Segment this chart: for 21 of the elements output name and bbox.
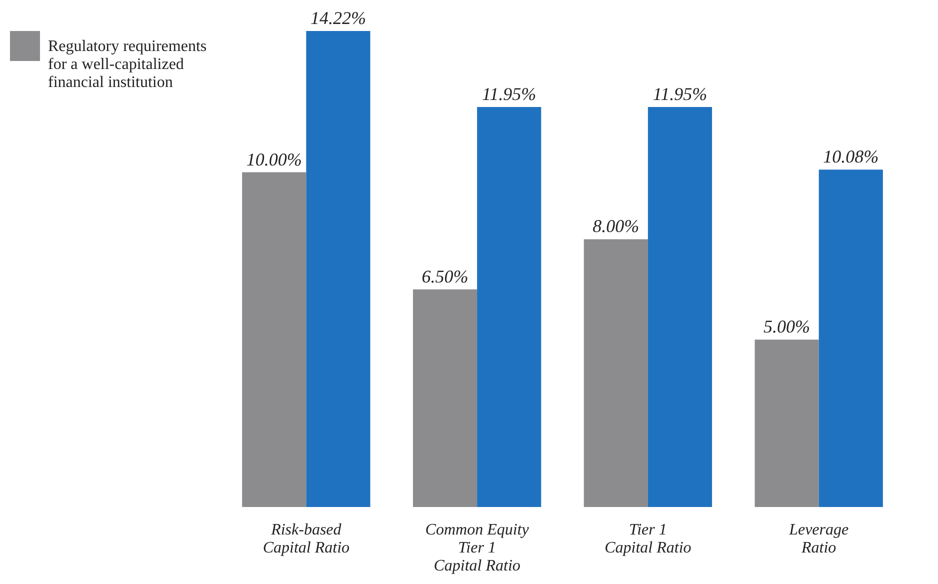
legend-label: Regulatory requirements for a well-capitalized financial institution	[48, 38, 207, 91]
bar	[477, 106, 542, 507]
bar	[242, 172, 306, 507]
data-label: 5.00%	[764, 316, 810, 337]
bar	[412, 289, 478, 507]
data-label: 8.00%	[592, 216, 640, 236]
bar	[754, 340, 819, 507]
bar	[584, 239, 648, 507]
x-tick-label: Common Equity Tier 1 Capital Ratio	[425, 522, 530, 574]
bar	[648, 106, 712, 507]
x-tick-label: Leverage Ratio	[788, 522, 849, 556]
x-tick-label: Tier 1 Capital Ratio	[604, 522, 692, 556]
data-label: 10.00%	[246, 149, 302, 170]
data-label: 6.50%	[422, 266, 468, 286]
bar	[818, 170, 883, 507]
x-tick-label: Risk-based Capital Ratio	[262, 522, 350, 556]
data-label: 11.95%	[482, 84, 536, 104]
data-label: 14.22%	[310, 8, 366, 28]
data-label: 11.95%	[652, 84, 708, 104]
bar	[306, 31, 370, 507]
data-label: 10.08%	[823, 146, 879, 167]
